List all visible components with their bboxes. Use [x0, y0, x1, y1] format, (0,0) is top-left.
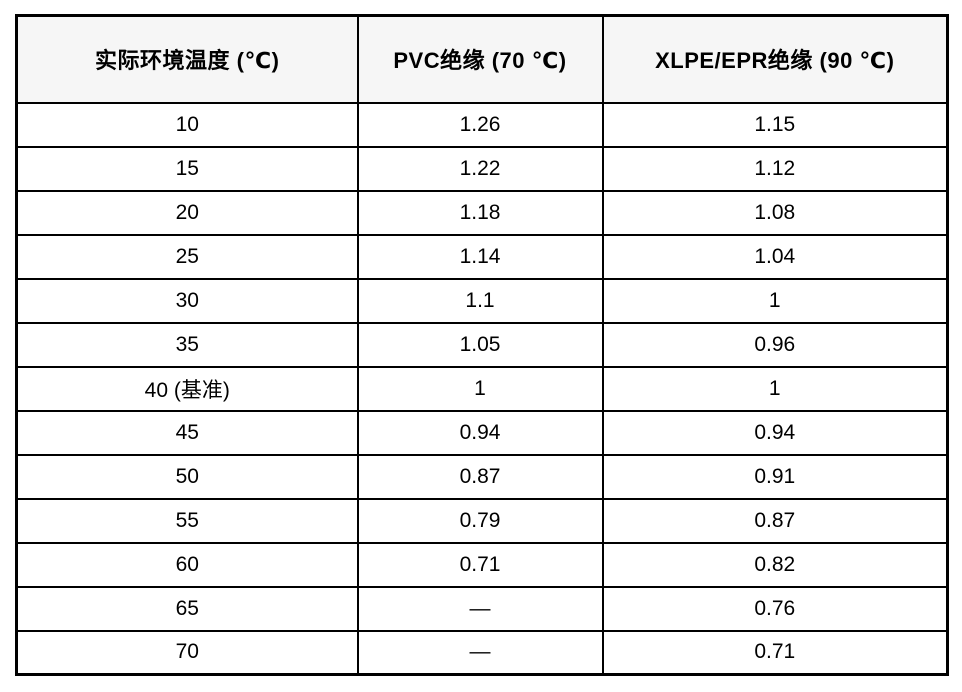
table-row: 70—0.71: [15, 629, 949, 676]
correction-factor-table: 实际环境温度 (℃) PVC绝缘 (70 ℃) XLPE/EPR绝缘 (90 ℃…: [15, 14, 949, 676]
xlpe-factor-cell: 0.94: [601, 409, 949, 456]
temperature-cell: 15: [15, 145, 359, 192]
table-row: 15 1.22 1.12: [15, 145, 949, 192]
column-header-pvc-insulation: PVC绝缘 (70 ℃): [356, 14, 604, 104]
temperature-cell: 35: [15, 321, 359, 368]
table-row: 30 1.1 1: [15, 277, 949, 324]
pvc-factor-cell: 1.1: [356, 277, 604, 324]
table-header: 实际环境温度 (℃) PVC绝缘 (70 ℃) XLPE/EPR绝缘 (90 ℃…: [15, 14, 949, 104]
xlpe-factor-cell: 0.96: [601, 321, 949, 368]
xlpe-factor-cell: 0.76: [601, 585, 949, 632]
pvc-factor-cell: —: [356, 629, 604, 676]
table-row: 35 1.05 0.96: [15, 321, 949, 368]
xlpe-factor-cell: 1: [601, 365, 949, 412]
table-row: 45 0.94 0.94: [15, 409, 949, 456]
temperature-cell: 45: [15, 409, 359, 456]
pvc-factor-cell: 1.22: [356, 145, 604, 192]
table-row: 65—0.76: [15, 585, 949, 632]
temperature-cell: 55: [15, 497, 359, 544]
xlpe-factor-cell: 1.04: [601, 233, 949, 280]
xlpe-factor-cell: 1.12: [601, 145, 949, 192]
xlpe-factor-cell: 1: [601, 277, 949, 324]
pvc-factor-cell: 1.14: [356, 233, 604, 280]
column-header-ambient-temperature: 实际环境温度 (℃): [15, 14, 359, 104]
temperature-cell: 60: [15, 541, 359, 588]
xlpe-factor-cell: 1.08: [601, 189, 949, 236]
table-row: 50 0.87 0.91: [15, 453, 949, 500]
table-row: 20 1.18 1.08: [15, 189, 949, 236]
pvc-factor-cell: 1: [356, 365, 604, 412]
temperature-cell: 65: [15, 585, 359, 632]
temperature-cell: 70: [15, 629, 359, 676]
pvc-factor-cell: 1.26: [356, 101, 604, 148]
table-row: 25 1.14 1.04: [15, 233, 949, 280]
temperature-cell: 10: [15, 101, 359, 148]
temperature-cell: 25: [15, 233, 359, 280]
xlpe-factor-cell: 0.91: [601, 453, 949, 500]
pvc-factor-cell: —: [356, 585, 604, 632]
xlpe-factor-cell: 0.82: [601, 541, 949, 588]
pvc-factor-cell: 0.94: [356, 409, 604, 456]
xlpe-factor-cell: 1.15: [601, 101, 949, 148]
pvc-factor-cell: 0.79: [356, 497, 604, 544]
column-header-xlpe-epr-insulation: XLPE/EPR绝缘 (90 ℃): [601, 14, 949, 104]
pvc-factor-cell: 1.18: [356, 189, 604, 236]
temperature-cell: 20: [15, 189, 359, 236]
table-row: 60 0.71 0.82: [15, 541, 949, 588]
table-body: 10 1.26 1.15 15 1.22 1.12 20 1.18 1.08 25 1.14 1.04…: [15, 101, 949, 676]
table-row: 10 1.26 1.15: [15, 101, 949, 148]
temperature-cell: 30: [15, 277, 359, 324]
header-row: 实际环境温度 (℃) PVC绝缘 (70 ℃) XLPE/EPR绝缘 (90 ℃…: [15, 14, 949, 104]
xlpe-factor-cell: 0.87: [601, 497, 949, 544]
table-row: 40 (基准) 1 1: [15, 365, 949, 412]
pvc-factor-cell: 1.05: [356, 321, 604, 368]
table-row: 55 0.79 0.87: [15, 497, 949, 544]
temperature-cell: 50: [15, 453, 359, 500]
xlpe-factor-cell: 0.71: [601, 629, 949, 676]
correction-factor-table-container: 实际环境温度 (℃) PVC绝缘 (70 ℃) XLPE/EPR绝缘 (90 ℃…: [15, 14, 949, 676]
temperature-cell: 40 (基准): [15, 365, 359, 412]
pvc-factor-cell: 0.71: [356, 541, 604, 588]
pvc-factor-cell: 0.87: [356, 453, 604, 500]
